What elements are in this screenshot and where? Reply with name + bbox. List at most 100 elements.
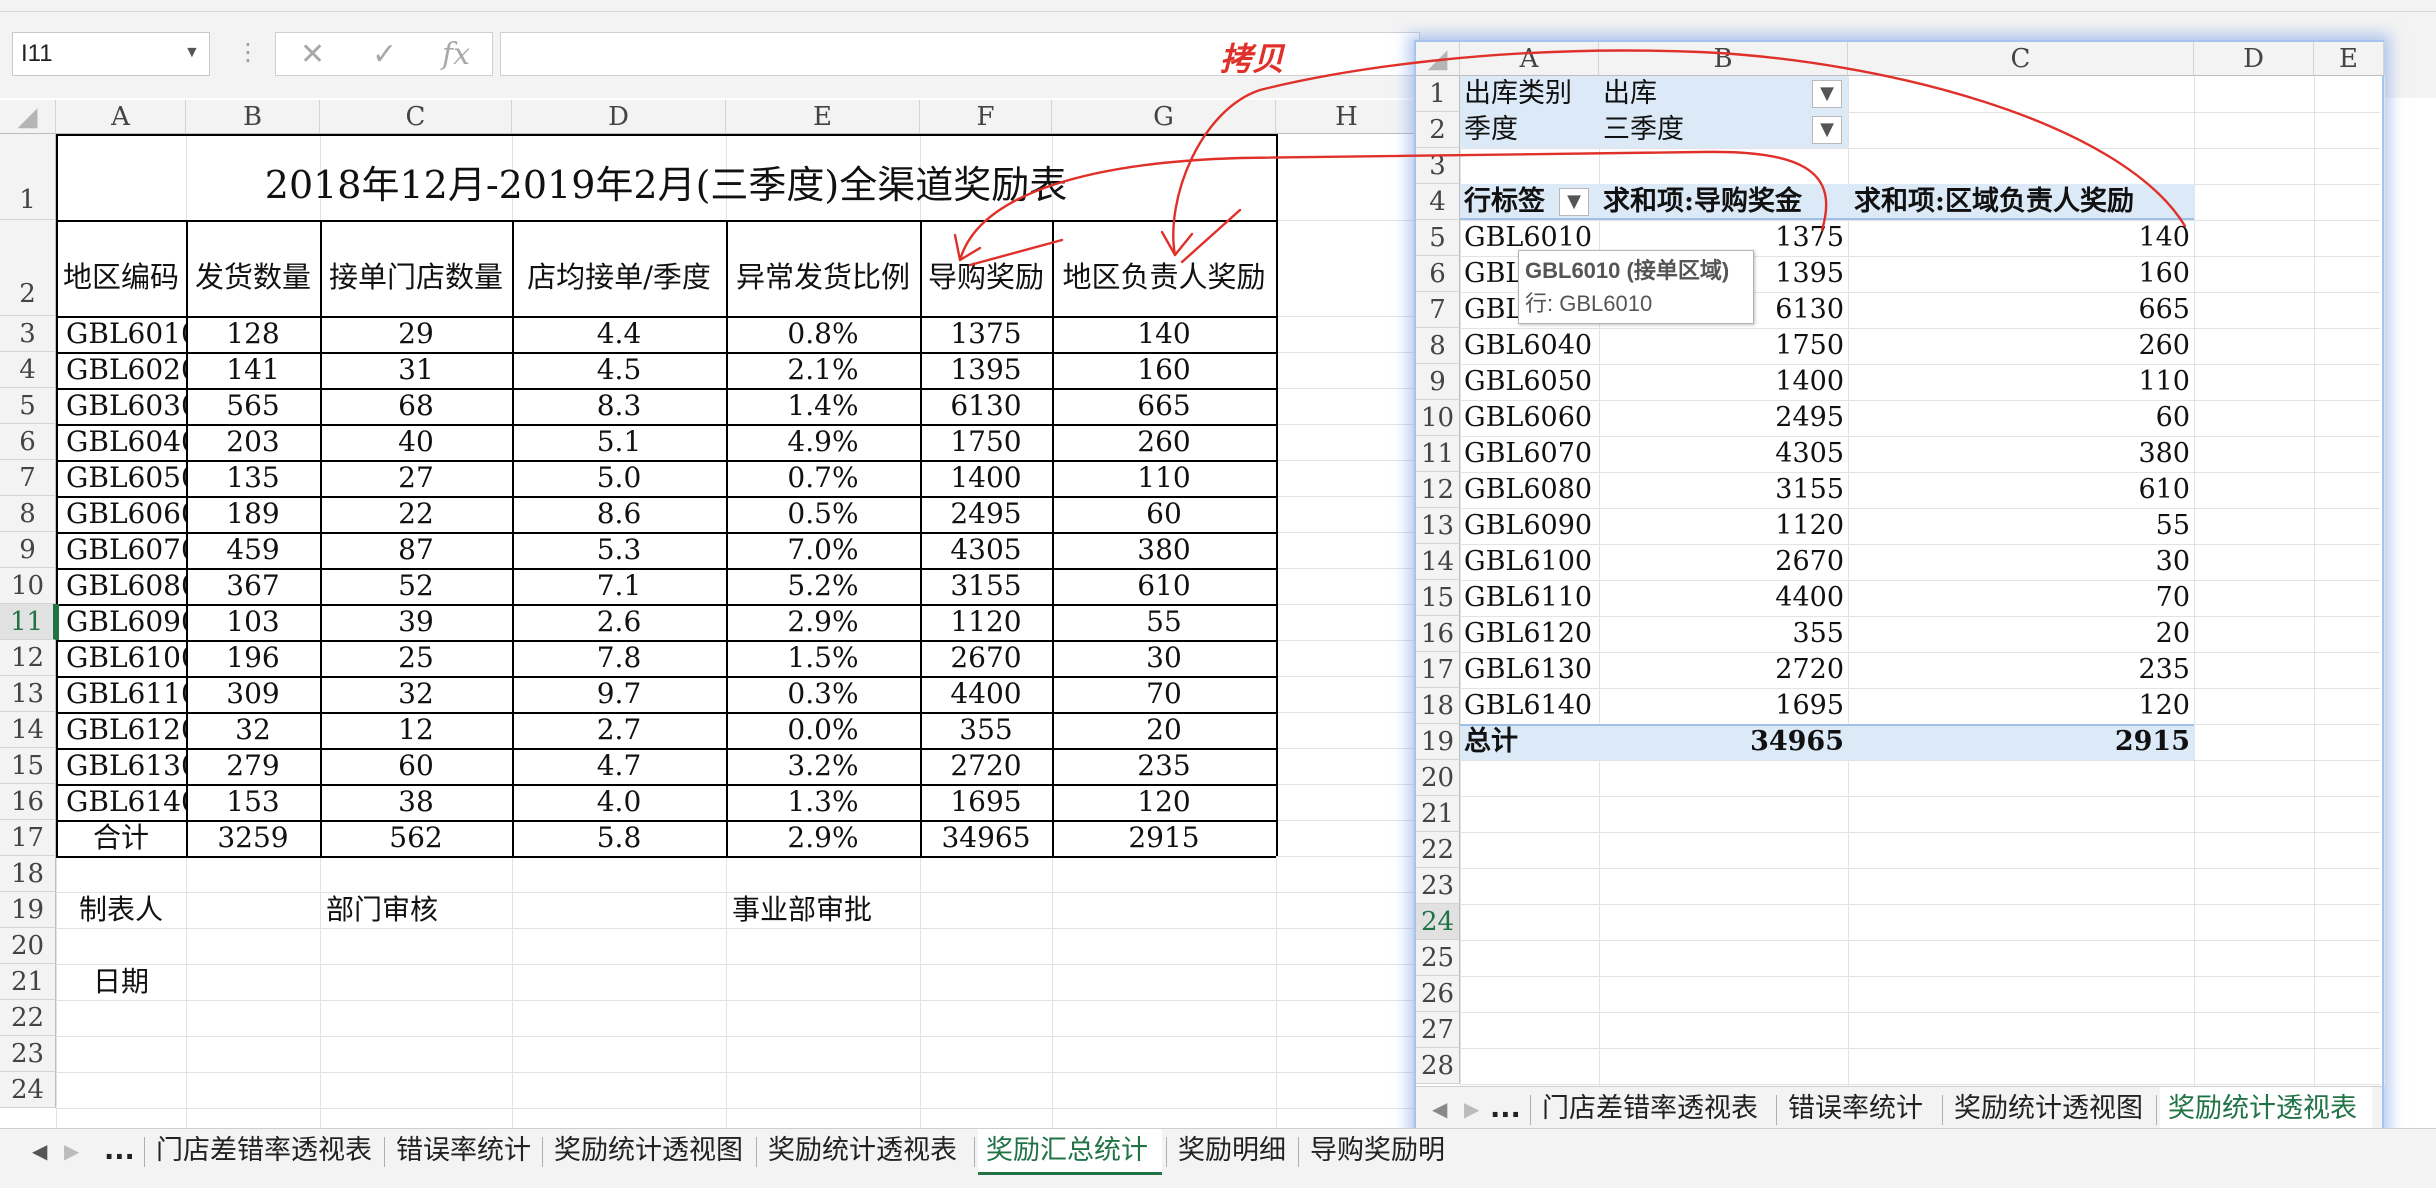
table-cell[interactable]: 3155: [950, 569, 1022, 602]
pivot-row-header[interactable]: 20: [1416, 760, 1460, 796]
table-cell[interactable]: GBL6100: [66, 641, 186, 674]
table-cell[interactable]: 1120: [950, 605, 1022, 638]
table-cell[interactable]: 4.4: [596, 317, 642, 350]
row-header[interactable]: 3: [0, 316, 56, 352]
row-header[interactable]: 22: [0, 1000, 56, 1036]
row-header[interactable]: 18: [0, 856, 56, 892]
row-label-filter-icon[interactable]: ▼: [1559, 188, 1589, 216]
row-header[interactable]: 23: [0, 1036, 56, 1072]
table-cell[interactable]: 0.5%: [787, 497, 859, 530]
column-header[interactable]: C: [320, 100, 512, 134]
pivot-row-header[interactable]: 17: [1416, 652, 1460, 688]
filter-dropdown-icon[interactable]: ▼: [1812, 80, 1842, 108]
tab-more-icon[interactable]: ...: [1490, 1093, 1521, 1124]
pivot-row-label[interactable]: GBL6090: [1464, 510, 1593, 541]
table-cell[interactable]: 1.3%: [787, 785, 859, 818]
table-cell[interactable]: 2.6: [596, 605, 642, 638]
table-cell[interactable]: GBL6060: [66, 497, 186, 530]
table-cell[interactable]: GBL6140: [66, 785, 186, 818]
tab-scroll-next-icon[interactable]: ▶: [1464, 1097, 1480, 1121]
pivot-value-cell[interactable]: 260: [2138, 330, 2190, 361]
pivot-row-label[interactable]: GBL6110: [1464, 582, 1593, 613]
total-cell[interactable]: 合计: [92, 821, 149, 854]
table-cell[interactable]: 8.3: [596, 389, 642, 422]
pivot-row-label[interactable]: GBL6140: [1464, 690, 1593, 721]
row-header[interactable]: 17: [0, 820, 56, 856]
row-header[interactable]: 14: [0, 712, 56, 748]
table-cell[interactable]: GBL6080: [66, 569, 186, 602]
pivot-row-header[interactable]: 25: [1416, 940, 1460, 976]
table-cell[interactable]: 260: [1137, 425, 1191, 458]
total-cell[interactable]: 2.9%: [787, 821, 859, 854]
sheet-tab[interactable]: 导购奖励明: [1310, 1135, 1445, 1166]
pivot-row-header[interactable]: 18: [1416, 688, 1460, 724]
pivot-value-cell[interactable]: 2670: [1775, 546, 1844, 577]
column-header[interactable]: B: [186, 100, 320, 134]
pivot-row-header[interactable]: 7: [1416, 292, 1460, 328]
table-cell[interactable]: 203: [226, 425, 280, 458]
table-cell[interactable]: 0.0%: [787, 713, 859, 746]
pivot-row-label[interactable]: GBL6040: [1464, 330, 1593, 361]
table-cell[interactable]: 459: [226, 533, 280, 566]
pivot-value-cell[interactable]: 120: [2138, 690, 2190, 721]
table-cell[interactable]: 2670: [950, 641, 1022, 674]
table-cell[interactable]: 25: [398, 641, 434, 674]
row-header[interactable]: 7: [0, 460, 56, 496]
pivot-row-header[interactable]: 15: [1416, 580, 1460, 616]
table-cell[interactable]: 367: [226, 569, 280, 602]
pivot-value-cell[interactable]: 1400: [1775, 366, 1844, 397]
table-cell[interactable]: 128: [226, 317, 280, 350]
pivot-row-header[interactable]: 19: [1416, 724, 1460, 760]
pivot-row-header[interactable]: 16: [1416, 616, 1460, 652]
pivot-row-header[interactable]: 1: [1416, 76, 1460, 112]
pivot-row-label[interactable]: GBL6100: [1464, 546, 1593, 577]
table-cell[interactable]: 4.9%: [787, 425, 859, 458]
table-cell[interactable]: 5.1: [596, 425, 642, 458]
pivot-filter-value[interactable]: 三季度: [1603, 114, 1684, 145]
name-box[interactable]: I11: [12, 32, 210, 76]
enter-check-icon[interactable]: ✓: [372, 38, 398, 71]
table-cell[interactable]: 32: [398, 677, 434, 710]
pivot-row-header[interactable]: 22: [1416, 832, 1460, 868]
select-all-corner[interactable]: ◢: [0, 100, 56, 134]
table-cell[interactable]: GBL6110: [66, 677, 186, 710]
pivot-row-label[interactable]: GBL6120: [1464, 618, 1593, 649]
pivot-column-header[interactable]: D: [2194, 42, 2314, 76]
pivot-value-cell[interactable]: 160: [2138, 258, 2190, 289]
table-cell[interactable]: 0.8%: [787, 317, 859, 350]
table-cell[interactable]: 141: [226, 353, 280, 386]
table-cell[interactable]: 0.3%: [787, 677, 859, 710]
pivot-row-label[interactable]: GBL6060: [1464, 402, 1593, 433]
table-cell[interactable]: GBL6120: [66, 713, 186, 746]
sheet-tab[interactable]: 奖励汇总统计: [978, 1129, 1162, 1175]
pivot-value-cell[interactable]: 60: [2155, 402, 2190, 433]
sheet-tab[interactable]: 门店差错率透视表: [156, 1135, 372, 1166]
pivot-sheet-tab[interactable]: 错误率统计: [1788, 1093, 1923, 1124]
table-cell[interactable]: 55: [1146, 605, 1182, 638]
table-cell[interactable]: 31: [398, 353, 434, 386]
tab-scroll-next-icon[interactable]: ▶: [64, 1139, 80, 1163]
pivot-row-label[interactable]: GBL6130: [1464, 654, 1593, 685]
total-cell[interactable]: 2915: [1128, 821, 1200, 854]
table-cell[interactable]: 2.9%: [787, 605, 859, 638]
table-cell[interactable]: 1395: [950, 353, 1022, 386]
table-cell[interactable]: 6130: [950, 389, 1022, 422]
sheet-tab[interactable]: 奖励明细: [1178, 1135, 1286, 1166]
pivot-row-header[interactable]: 8: [1416, 328, 1460, 364]
pivot-value-cell[interactable]: 2720: [1775, 654, 1844, 685]
total-cell[interactable]: 34965: [941, 821, 1031, 854]
pivot-value-cell[interactable]: 110: [2138, 366, 2190, 397]
table-cell[interactable]: 9.7: [596, 677, 642, 710]
pivot-value-cell[interactable]: 70: [2155, 582, 2190, 613]
table-cell[interactable]: 380: [1137, 533, 1191, 566]
pivot-row-header[interactable]: 13: [1416, 508, 1460, 544]
table-cell[interactable]: GBL6050: [66, 461, 186, 494]
pivot-value-cell[interactable]: 610: [2138, 474, 2190, 505]
column-header[interactable]: D: [512, 100, 726, 134]
table-cell[interactable]: 4.7: [596, 749, 642, 782]
main-worksheet[interactable]: ◢ A B C D E F G H 1 2 3 4 5 6 7 8 9 10 11 12 13 14 15 16 17 18 19 20…: [0, 100, 1418, 1130]
pivot-row-label[interactable]: GBL6070: [1464, 438, 1593, 469]
table-cell[interactable]: 160: [1137, 353, 1191, 386]
table-cell[interactable]: 1.4%: [787, 389, 859, 422]
pivot-row-header[interactable]: 2: [1416, 112, 1460, 148]
